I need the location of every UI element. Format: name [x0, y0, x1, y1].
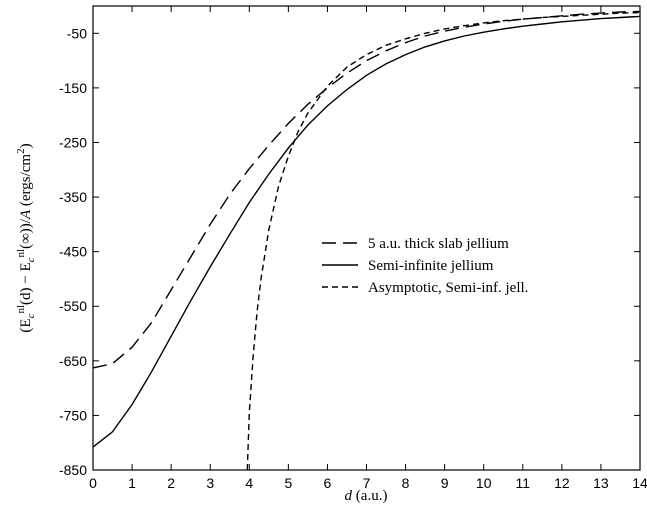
legend-label-3: Asymptotic, Semi-inf. jell. [368, 280, 528, 296]
x-tick-label: 14 [632, 475, 647, 491]
y-axis-label: (Ecnl(d) − Ecnl(∞))/A (ergs/cm2) [15, 143, 37, 332]
y-tick-label: -650 [59, 353, 87, 369]
series-line-3 [246, 11, 641, 471]
series-line-1 [92, 10, 641, 369]
x-tick-label: 3 [206, 475, 214, 491]
y-tick-label: -550 [59, 298, 87, 314]
x-tick-label: 0 [89, 475, 97, 491]
x-tick-label: 8 [402, 475, 410, 491]
x-tick-label: 13 [593, 475, 609, 491]
y-tick-label: -250 [59, 134, 87, 150]
x-tick-label: 6 [324, 475, 332, 491]
legend-label-1: 5 a.u. thick slab jellium [368, 236, 509, 252]
y-tick-label: -450 [59, 244, 87, 260]
legend-label-2: Semi-infinite jellium [368, 258, 494, 274]
x-tick-label: 7 [363, 475, 371, 491]
y-tick-label: -850 [59, 462, 87, 478]
x-tick-label: 12 [554, 475, 570, 491]
ticks-layer: 0 1 2 3 4 5 6 7 8 9 10 11 12 13 14-850-750-650-550-450… [59, 6, 647, 491]
y-tick-label: -50 [67, 25, 87, 41]
legend: 5 a.u. thick slab jellium Semi-infinite j… [322, 236, 528, 296]
series-layer [92, 10, 641, 471]
y-tick-label: -750 [59, 407, 87, 423]
series-line-2 [92, 15, 641, 448]
x-tick-label: 2 [167, 475, 175, 491]
x-tick-label: 4 [245, 475, 253, 491]
x-tick-label: 9 [441, 475, 449, 491]
y-tick-label: -150 [59, 80, 87, 96]
x-axis-label: d (a.u.) [345, 488, 388, 504]
x-tick-label: 1 [128, 475, 136, 491]
x-tick-label: 10 [476, 475, 492, 491]
x-tick-label: 11 [516, 475, 531, 491]
x-tick-label: 5 [284, 475, 292, 491]
y-tick-label: -350 [59, 189, 87, 205]
